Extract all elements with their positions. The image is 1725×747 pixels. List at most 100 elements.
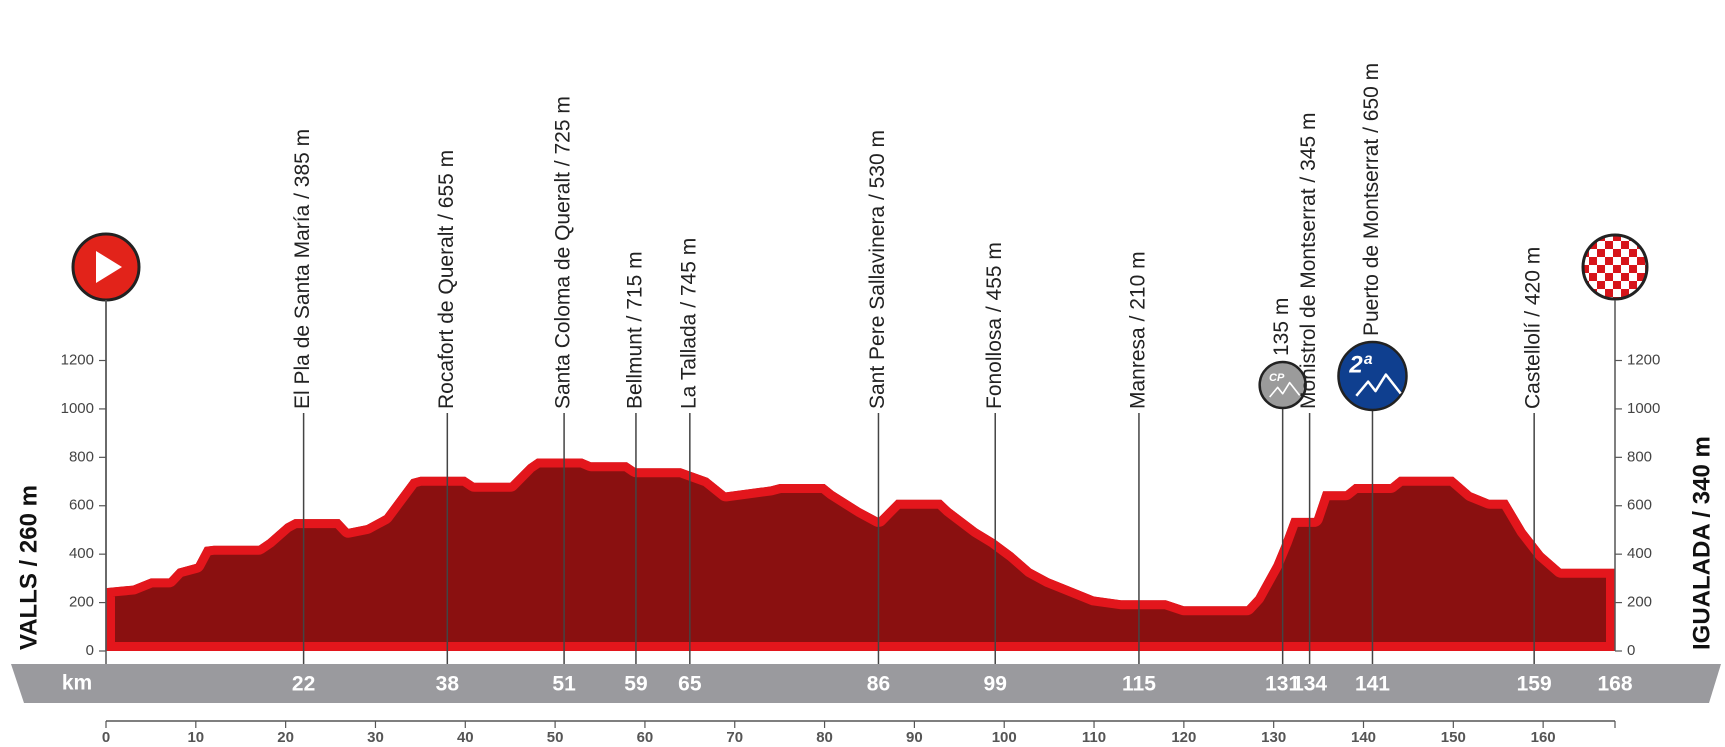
checker-square xyxy=(1605,249,1613,257)
checker-square xyxy=(1589,297,1597,298)
checker-square xyxy=(1605,236,1613,241)
checker-square xyxy=(1645,289,1646,297)
waypoint-label: La Tallada / 745 m xyxy=(677,238,700,409)
waypoint-label: Manresa / 210 m xyxy=(1126,251,1149,409)
y-tick-label-left: 1200 xyxy=(61,351,94,368)
checker-square xyxy=(1597,249,1605,257)
checker-square xyxy=(1613,249,1621,257)
y-tick-label-right: 1200 xyxy=(1627,351,1660,368)
checker-square xyxy=(1589,265,1597,273)
checker-square xyxy=(1613,281,1621,289)
checker-square xyxy=(1637,297,1645,298)
x-tick-label: 140 xyxy=(1351,729,1376,746)
checker-square xyxy=(1613,273,1621,281)
checker-square xyxy=(1621,281,1629,289)
checker-square xyxy=(1645,241,1646,249)
start-label: VALLS / 260 m xyxy=(15,485,42,650)
x-tick-label: 40 xyxy=(457,729,474,746)
y-tick-label-right: 1000 xyxy=(1627,400,1660,417)
checker-square xyxy=(1629,281,1637,289)
checker-square xyxy=(1605,289,1613,297)
finish-ring xyxy=(1581,233,1649,301)
checker-square xyxy=(1597,281,1605,289)
x-tick-label: 80 xyxy=(816,729,833,746)
checker-square xyxy=(1629,273,1637,281)
x-tick-label: 130 xyxy=(1261,729,1286,746)
x-tick-label: 0 xyxy=(102,729,110,746)
x-tick-label: 90 xyxy=(906,729,923,746)
checker-square xyxy=(1629,265,1637,273)
checker-square xyxy=(1589,257,1597,265)
waypoint-label: Monistrol de Montserrat / 345 m xyxy=(1297,113,1320,409)
checker-square xyxy=(1605,241,1613,249)
checker-square xyxy=(1613,241,1621,249)
badge-text: 2ª xyxy=(1348,351,1372,378)
waypoint-km: 22 xyxy=(292,673,315,696)
y-tick-label-right: 200 xyxy=(1627,594,1652,611)
x-tick-label: 100 xyxy=(992,729,1017,746)
waypoint-km: 65 xyxy=(678,673,702,696)
checker-square xyxy=(1605,273,1613,281)
waypoint-km: 115 xyxy=(1122,673,1156,696)
checker-square xyxy=(1597,273,1605,281)
checker-square xyxy=(1584,257,1589,265)
y-tick-label-left: 800 xyxy=(69,448,94,465)
x-tick-label: 50 xyxy=(547,729,564,746)
distance-bar xyxy=(11,664,1721,703)
checker-square xyxy=(1613,265,1621,273)
checker-square xyxy=(1613,236,1621,241)
badge-mountain xyxy=(1269,381,1301,398)
checker-square xyxy=(1637,257,1645,265)
waypoint-label: 135 m xyxy=(1270,298,1293,356)
finish-km: 168 xyxy=(1597,673,1632,696)
waypoint-label: Castellolí / 420 m xyxy=(1522,247,1545,409)
checker-square xyxy=(1613,289,1621,297)
badge-text: CP xyxy=(1269,372,1285,384)
waypoint-km: 134 xyxy=(1292,673,1327,696)
y-tick-label-left: 400 xyxy=(69,545,94,562)
y-tick-label-right: 400 xyxy=(1627,545,1652,562)
checker-square xyxy=(1637,265,1645,273)
start-arrow xyxy=(96,251,122,283)
x-tick-label: 110 xyxy=(1082,729,1106,746)
x-tick-label: 160 xyxy=(1531,729,1556,746)
checker-square xyxy=(1584,236,1589,241)
checker-square xyxy=(1637,236,1645,241)
checker-square xyxy=(1621,249,1629,257)
badge-circle xyxy=(1258,360,1307,410)
checker-square xyxy=(1605,257,1613,265)
badge-mountain xyxy=(1355,373,1402,397)
x-tick-label: 20 xyxy=(277,729,294,746)
waypoint-label: Puerto de Montserrat / 650 m xyxy=(1360,63,1383,336)
checker-square xyxy=(1637,273,1645,281)
y-tick-label-right: 600 xyxy=(1627,497,1652,514)
waypoint-km: 131 xyxy=(1265,673,1300,696)
checker-square xyxy=(1597,289,1605,297)
checker-square xyxy=(1597,265,1605,273)
waypoint-km: 51 xyxy=(552,673,576,696)
waypoint-km: 86 xyxy=(867,673,890,696)
checker-square xyxy=(1621,289,1629,297)
waypoint-label: Fonollosa / 455 m xyxy=(983,242,1006,409)
distance-label: km xyxy=(62,672,92,695)
checker-square xyxy=(1637,249,1645,257)
waypoint-km: 141 xyxy=(1355,673,1390,696)
checker-square xyxy=(1597,241,1605,249)
y-tick-label-right: 0 xyxy=(1627,642,1635,659)
waypoint-label: Bellmunt / 715 m xyxy=(623,251,646,409)
checker-square xyxy=(1613,257,1621,265)
checker-square xyxy=(1645,297,1646,298)
y-tick-label-left: 200 xyxy=(69,594,94,611)
y-tick-label-left: 1000 xyxy=(61,400,94,417)
x-tick-label: 30 xyxy=(367,729,384,746)
checker-square xyxy=(1621,265,1629,273)
checker-square xyxy=(1597,257,1605,265)
checker-square xyxy=(1629,297,1637,298)
checker-square xyxy=(1589,281,1597,289)
checker-square xyxy=(1629,241,1637,249)
checker-square xyxy=(1645,236,1646,241)
waypoint-km: 159 xyxy=(1517,673,1552,696)
checker-square xyxy=(1589,249,1597,257)
checker-square xyxy=(1605,281,1613,289)
x-tick-label: 10 xyxy=(187,729,204,746)
